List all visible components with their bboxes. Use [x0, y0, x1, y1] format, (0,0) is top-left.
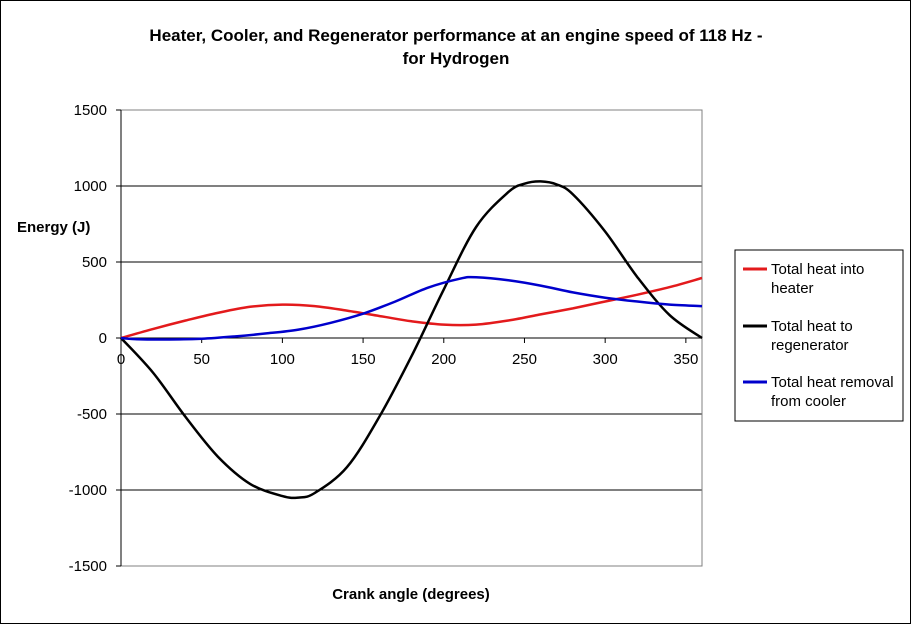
- legend-label-heater: Total heat into: [771, 261, 864, 278]
- chart-title-line1: Heater, Cooler, and Regenerator performa…: [149, 26, 762, 45]
- x-tick-label: 150: [351, 351, 376, 368]
- y-tick-label: 0: [99, 330, 107, 347]
- y-tick-label: 1000: [74, 178, 107, 195]
- legend-label-heater-cont: heater: [771, 280, 814, 297]
- chart-title-line2: for Hydrogen: [403, 49, 510, 68]
- x-tick-label: 300: [593, 351, 618, 368]
- y-tick-label: -1000: [69, 482, 107, 499]
- x-axis-ticks: 0 50 100 150 200 250 300 350: [117, 338, 698, 368]
- y-tick-label: -1500: [69, 558, 107, 575]
- x-tick-label: 50: [193, 351, 210, 368]
- series-line-regenerator: [120, 180, 703, 500]
- series-layer: [120, 180, 703, 500]
- legend: Total heat into heater Total heat to regene…: [734, 249, 904, 422]
- y-axis-ticks: 1500 1000 500 0 -500 -1000 -1500: [69, 102, 121, 575]
- legend-label-cooler: Total heat removal: [771, 374, 894, 391]
- legend-label-regenerator-cont: regenerator: [771, 337, 849, 354]
- y-tick-label: -500: [77, 406, 107, 423]
- legend-label-cooler-cont: from cooler: [771, 393, 846, 410]
- x-tick-label: 200: [431, 351, 456, 368]
- y-tick-label: 500: [82, 254, 107, 271]
- gridlines: [121, 185, 702, 491]
- x-tick-label: 250: [512, 351, 537, 368]
- series-line-cooler: [120, 275, 703, 341]
- x-tick-label: 350: [673, 351, 698, 368]
- y-axis-label: Energy (J): [17, 219, 90, 236]
- x-tick-label: 100: [270, 351, 295, 368]
- series-line-heater: [120, 276, 703, 340]
- x-axis-label: Crank angle (degrees): [332, 586, 490, 603]
- legend-box: [734, 249, 904, 422]
- y-tick-label: 1500: [74, 102, 107, 119]
- legend-label-regenerator: Total heat to: [771, 318, 853, 335]
- x-tick-label: 0: [117, 351, 125, 368]
